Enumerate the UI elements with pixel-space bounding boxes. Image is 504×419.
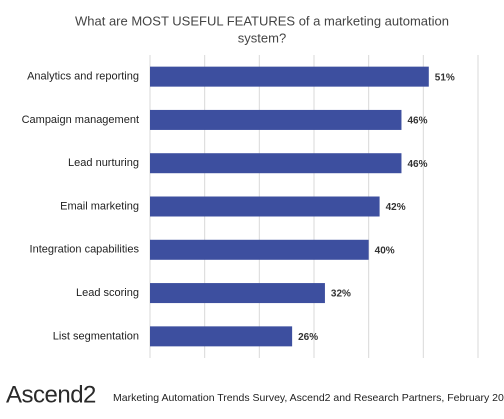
data-label: 46% [407, 116, 427, 127]
y-tick-label: Lead nurturing [68, 157, 139, 169]
bar [150, 66, 429, 87]
bar [150, 326, 293, 347]
chart-title: system? [238, 30, 286, 45]
y-tick-label: Integration capabilities [30, 244, 140, 256]
y-tick-label: List segmentation [53, 330, 139, 342]
source-note: Marketing Automation Trends Survey, Asce… [113, 392, 504, 404]
y-tick-label: Analytics and reporting [27, 71, 139, 83]
data-label: 42% [386, 202, 406, 213]
data-label: 40% [375, 245, 395, 256]
y-tick-label: Email marketing [60, 200, 139, 212]
chart-title: What are MOST USEFUL FEATURES of a marke… [75, 13, 449, 28]
data-label: 26% [298, 332, 318, 343]
bar [150, 153, 402, 174]
bar [150, 239, 369, 260]
logo: Ascend2 [6, 381, 96, 408]
bar [150, 109, 402, 130]
data-label: 46% [407, 159, 427, 170]
data-label: 51% [435, 72, 455, 83]
bar [150, 196, 380, 217]
data-label: 32% [331, 289, 351, 300]
y-tick-label: Lead scoring [76, 287, 139, 299]
y-tick-label: Campaign management [22, 114, 139, 126]
bar [150, 283, 325, 304]
